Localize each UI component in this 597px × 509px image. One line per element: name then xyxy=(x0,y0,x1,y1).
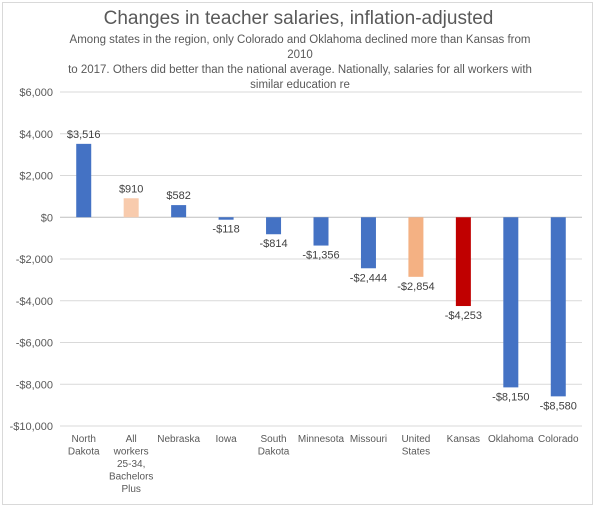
category-label: North xyxy=(72,434,96,445)
y-tick-label: -$6,000 xyxy=(16,338,53,350)
data-label: -$2,444 xyxy=(350,272,387,284)
data-label: $3,516 xyxy=(67,129,101,141)
y-tick-label: -$10,000 xyxy=(10,421,53,433)
category-label: United xyxy=(401,434,430,445)
bar xyxy=(76,143,92,218)
subtitle-line-3: similar education re xyxy=(250,79,350,91)
category-label: Dakota xyxy=(68,447,100,458)
category-label: Bachelors xyxy=(109,472,153,483)
category-label: Plus xyxy=(121,484,140,495)
data-label: $910 xyxy=(119,183,143,195)
y-tick-label: -$4,000 xyxy=(16,296,53,308)
bar xyxy=(218,217,234,220)
y-tick-label: $2,000 xyxy=(19,171,53,183)
y-tick-label: -$8,000 xyxy=(16,379,53,391)
chart-title: Changes in teacher salaries, inflation-a… xyxy=(103,8,494,29)
bar xyxy=(455,217,471,307)
chart-frame xyxy=(2,2,593,505)
y-tick-label: $0 xyxy=(41,212,53,224)
category-label: Colorado xyxy=(538,434,579,445)
bar xyxy=(408,217,424,277)
bar xyxy=(266,217,282,235)
category-label: Minnesota xyxy=(298,434,345,445)
data-label: -$4,253 xyxy=(445,310,482,322)
category-label: Dakota xyxy=(258,447,290,458)
bar xyxy=(503,217,519,388)
chart-subtitle: Among states in the region, only Colorad… xyxy=(60,33,540,93)
subtitle-line-1: Among states in the region, only Colorad… xyxy=(69,34,531,61)
category-label: Oklahoma xyxy=(488,434,534,445)
category-label: 25-34, xyxy=(117,459,145,470)
bar xyxy=(360,217,376,269)
data-label: -$2,854 xyxy=(397,281,434,293)
bar xyxy=(123,198,139,218)
bar xyxy=(550,217,566,397)
data-label: $582 xyxy=(166,190,190,202)
y-tick-label: -$2,000 xyxy=(16,254,53,266)
category-label: Missouri xyxy=(350,434,387,445)
y-tick-label: $6,000 xyxy=(19,87,53,99)
data-label: -$1,356 xyxy=(302,250,339,262)
category-label: All xyxy=(126,434,137,445)
bar xyxy=(171,205,187,218)
category-label: South xyxy=(260,434,286,445)
category-label: workers xyxy=(113,447,149,458)
data-label: -$8,150 xyxy=(492,391,529,403)
category-label: States xyxy=(402,447,430,458)
bar xyxy=(313,217,329,246)
data-label: -$814 xyxy=(259,238,287,250)
y-tick-label: $4,000 xyxy=(19,129,53,141)
subtitle-line-2: to 2017. Others did better than the nati… xyxy=(68,64,532,76)
category-label: Iowa xyxy=(216,434,238,445)
data-label: -$8,580 xyxy=(540,400,577,412)
data-label: -$118 xyxy=(212,224,239,236)
category-label: Kansas xyxy=(447,434,480,445)
category-label: Nebraska xyxy=(157,434,200,445)
